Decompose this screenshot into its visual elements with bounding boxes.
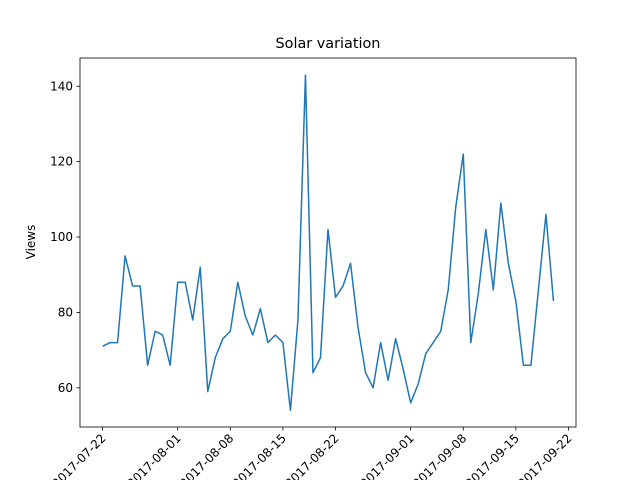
y-tick-label: 120 — [50, 155, 73, 169]
y-tick-label: 60 — [58, 381, 73, 395]
y-tick-label: 80 — [58, 305, 73, 319]
y-tick-label: 140 — [50, 79, 73, 93]
data-line — [102, 74, 555, 412]
chart-title: Solar variation — [276, 36, 381, 52]
y-tick-label: 100 — [50, 230, 73, 244]
axes-frame — [79, 57, 577, 428]
y-axis-label: Views — [24, 225, 38, 260]
